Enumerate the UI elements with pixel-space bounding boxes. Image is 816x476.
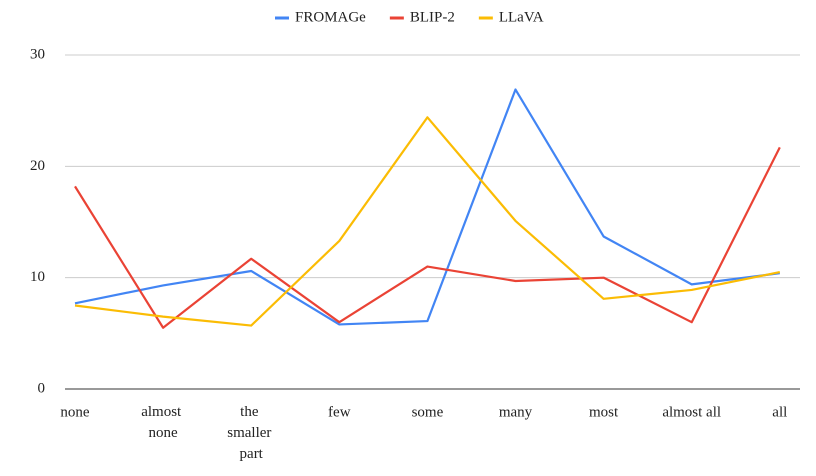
x-tick-label: most bbox=[589, 404, 619, 420]
x-tick-label: almost all bbox=[662, 404, 721, 420]
x-tick-label: the smaller part bbox=[227, 404, 275, 462]
x-tick-label: none bbox=[60, 404, 90, 420]
series-line bbox=[74, 146, 781, 329]
x-tick-label: almost none bbox=[141, 404, 185, 441]
y-tick-label: 10 bbox=[30, 269, 45, 285]
x-tick-label: some bbox=[412, 404, 444, 420]
legend-label: BLIP-2 bbox=[410, 9, 455, 25]
x-tick-label: few bbox=[328, 404, 351, 420]
y-tick-label: 20 bbox=[30, 158, 45, 174]
x-tick-label: many bbox=[499, 404, 533, 420]
x-tick-label: all bbox=[772, 404, 787, 420]
series-line bbox=[74, 116, 781, 327]
legend-label: FROMAGe bbox=[295, 9, 366, 25]
series-line bbox=[74, 88, 780, 326]
y-tick-label: 30 bbox=[30, 46, 45, 62]
legend-label: LLaVA bbox=[499, 9, 544, 25]
y-tick-label: 0 bbox=[38, 380, 46, 396]
